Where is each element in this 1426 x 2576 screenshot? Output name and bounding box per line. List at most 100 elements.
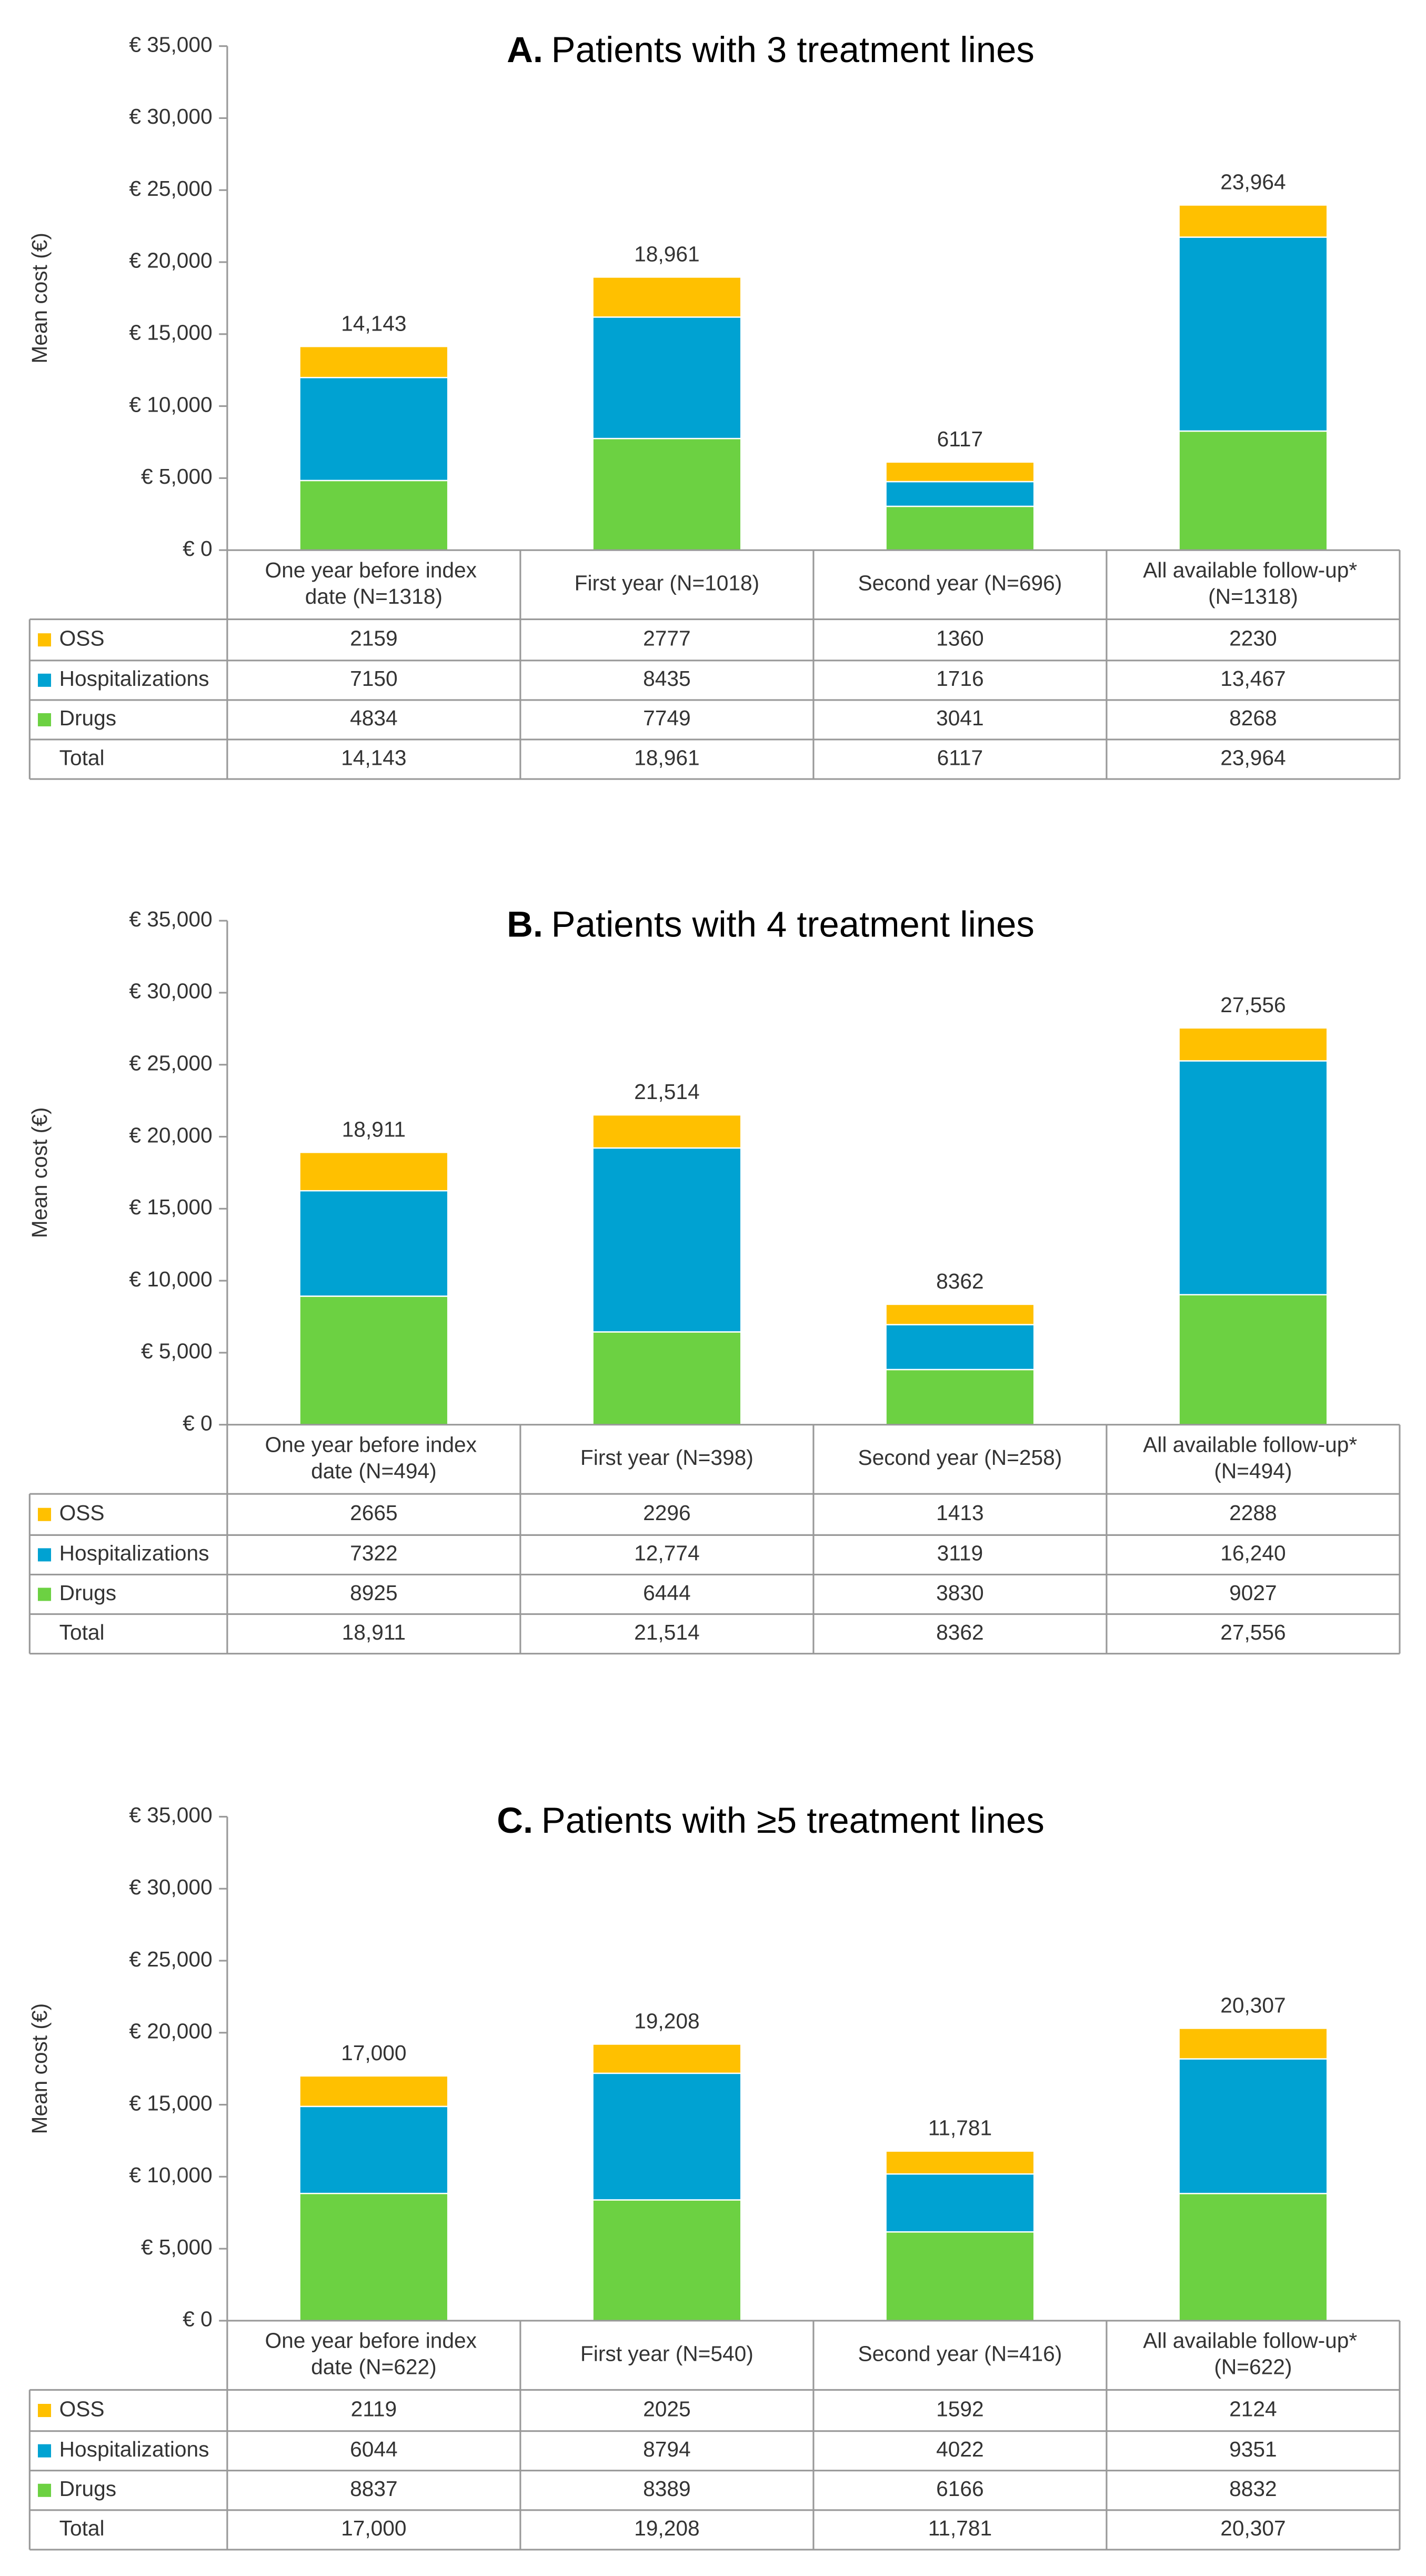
y-tick-label: € 25,000: [129, 176, 212, 201]
bar-segment: [1178, 204, 1328, 238]
legend-swatch: [37, 633, 52, 647]
bar-segment: [592, 316, 742, 440]
bar-segment: [1178, 430, 1328, 551]
table-value: 8832: [1229, 2477, 1277, 2501]
y-tick-label: € 10,000: [129, 1267, 212, 1291]
table-value: 8925: [350, 1581, 397, 1605]
legend-label: Drugs: [59, 706, 117, 730]
legend-label: Hospitalizations: [59, 666, 209, 691]
table-value: 2124: [1229, 2397, 1277, 2421]
total-label: 23,964: [1220, 170, 1286, 194]
y-tick-label: € 35,000: [129, 1803, 212, 1827]
y-tick-label: € 5,000: [141, 2235, 213, 2259]
bar-segment: [592, 2072, 742, 2201]
panel-label: B.: [507, 904, 543, 945]
table-value: 2025: [643, 2397, 690, 2421]
bar-segment: [1178, 2058, 1328, 2194]
table-value: 8389: [643, 2477, 690, 2501]
table-value: 1592: [936, 2397, 983, 2421]
table-value: 4834: [350, 706, 397, 730]
category-label: All available follow-up* (N=494): [1143, 1432, 1363, 1483]
total-label: 19,208: [634, 2009, 699, 2033]
y-tick-label: € 15,000: [129, 1195, 212, 1219]
title-text: Patients with 3 treatment lines: [551, 29, 1035, 70]
y-tick-label: € 25,000: [129, 1051, 212, 1075]
table-value: 1360: [936, 626, 983, 650]
category-label: One year before index date (N=1318): [265, 558, 483, 608]
total-label: 20,307: [1220, 1993, 1286, 2017]
y-tick-label: € 15,000: [129, 2091, 212, 2115]
category-label: First year (N=398): [580, 1445, 754, 1470]
legend-swatch: [37, 1507, 52, 1521]
table-value: 1413: [936, 1501, 983, 1525]
bar-segment: [1178, 1027, 1328, 1062]
bar-segment: [592, 1331, 742, 1425]
bar-segment: [885, 505, 1035, 551]
bar-segment: [1178, 1294, 1328, 1425]
table-total: 18,911: [342, 1620, 406, 1644]
legend-label: OSS: [59, 2397, 105, 2421]
table-value: 8268: [1229, 706, 1277, 730]
bar-segment: [1178, 2028, 1328, 2060]
table-total: 21,514: [634, 1620, 699, 1644]
total-label: 27,556: [1220, 993, 1286, 1017]
bar-segment: [885, 1369, 1035, 1425]
y-tick-label: € 20,000: [129, 1123, 212, 1147]
table-value: 12,774: [634, 1541, 699, 1565]
y-tick-label: € 20,000: [129, 248, 212, 273]
y-tick-label: € 0: [183, 1411, 213, 1435]
bar-segment: [592, 1147, 742, 1333]
y-tick-label: € 30,000: [129, 979, 212, 1003]
bar-segment: [592, 1114, 742, 1149]
legend-swatch: [37, 2404, 52, 2418]
table-value: 2159: [350, 626, 397, 650]
table-total: 8362: [936, 1620, 983, 1644]
legend-label: Hospitalizations: [59, 1541, 209, 1565]
bar-segment: [885, 481, 1035, 507]
table-value: 8837: [350, 2477, 397, 2501]
bar-segment: [592, 2199, 742, 2322]
bar-segment: [885, 2231, 1035, 2322]
bar-segment: [885, 2173, 1035, 2233]
table-value: 9027: [1229, 1581, 1277, 1605]
table-value: 9351: [1229, 2437, 1277, 2461]
category-label: All available follow-up* (N=1318): [1143, 558, 1363, 608]
legend-swatch: [37, 2444, 52, 2458]
bar-segment: [299, 2105, 449, 2194]
legend-label: Drugs: [59, 1581, 117, 1605]
table-value: 16,240: [1220, 1541, 1286, 1565]
y-tick-label: € 5,000: [141, 464, 213, 488]
table-value: 6444: [643, 1581, 690, 1605]
bar-segment: [592, 2043, 742, 2074]
bar-segment: [1178, 2193, 1328, 2322]
legend-label: Hospitalizations: [59, 2437, 209, 2461]
table-value: 2230: [1229, 626, 1277, 650]
table-total: 17,000: [341, 2516, 406, 2540]
total-label: 14,143: [341, 311, 406, 335]
table-value: 2288: [1229, 1501, 1277, 1525]
table-total: 27,556: [1220, 1620, 1286, 1644]
legend-swatch: [37, 1587, 52, 1601]
total-label: 6117: [937, 427, 983, 451]
total-label: 18,961: [634, 242, 699, 266]
legend-swatch: [37, 713, 52, 726]
legend-label: OSS: [59, 1501, 105, 1525]
table-value: 6044: [350, 2437, 397, 2461]
bar-segment: [1178, 236, 1328, 432]
total-label: 11,781: [928, 2116, 992, 2140]
legend-label: OSS: [59, 626, 105, 650]
category-label: All available follow-up* (N=622): [1143, 2328, 1363, 2379]
category-label: Second year (N=696): [858, 571, 1062, 595]
table-value: 7322: [350, 1541, 397, 1565]
y-tick-label: € 10,000: [129, 2163, 212, 2187]
table-total: 14,143: [341, 745, 406, 770]
panel-label: A.: [507, 29, 543, 70]
panel-label: C.: [497, 1800, 533, 1841]
category-label: First year (N=1018): [575, 571, 759, 595]
category-label: Second year (N=258): [858, 1445, 1062, 1470]
chart-title: A. Patients with 3 treatment lines: [507, 29, 1035, 70]
bar-segment: [299, 1190, 449, 1297]
table-value: 8794: [643, 2437, 690, 2461]
y-tick-label: € 20,000: [129, 2019, 212, 2043]
